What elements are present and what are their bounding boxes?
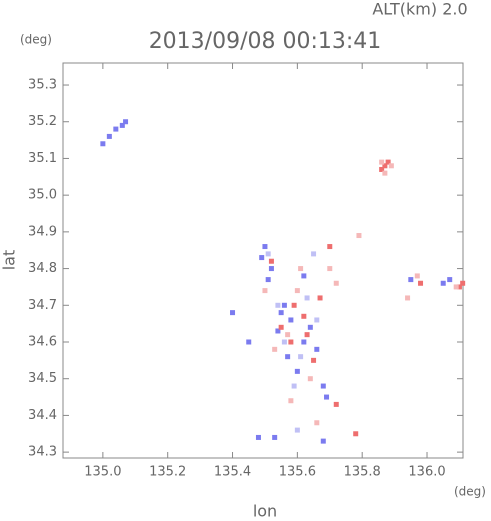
echo-point: [385, 159, 391, 165]
echo-point: [333, 280, 339, 286]
y-tick-label: 34.3: [28, 445, 57, 460]
echo-point: [301, 339, 307, 345]
echo-point: [272, 434, 278, 440]
echo-point: [100, 141, 106, 147]
y-tick-label: 34.8: [28, 261, 57, 276]
echo-point: [320, 438, 326, 444]
echo-point: [285, 354, 291, 360]
echo-point: [353, 431, 359, 437]
echo-point: [106, 133, 112, 139]
x-tick-label: 135.4: [214, 465, 251, 480]
echo-point: [294, 368, 300, 374]
y-tick-label: 34.5: [28, 371, 57, 386]
echo-point: [311, 251, 317, 257]
echo-point: [294, 288, 300, 294]
y-tick-label: 34.4: [28, 408, 57, 423]
echo-point: [418, 280, 424, 286]
echo-point: [327, 244, 333, 250]
echo-point: [288, 317, 294, 323]
chart-title: 2013/09/08 00:13:41: [149, 29, 382, 54]
echo-point: [314, 420, 320, 426]
echo-point: [288, 398, 294, 404]
echo-point: [268, 258, 274, 264]
y-axis-label: lat: [0, 250, 19, 271]
echo-point: [275, 328, 281, 334]
echo-point: [285, 332, 291, 338]
echo-point: [382, 163, 388, 169]
x-unit: (deg): [454, 485, 486, 499]
echo-point: [388, 163, 394, 169]
echo-point: [294, 427, 300, 433]
x-tick-label: 135.2: [149, 465, 186, 480]
echo-point: [314, 317, 320, 323]
x-tick-label: 135.8: [344, 465, 381, 480]
y-tick-label: 34.7: [28, 298, 57, 313]
echo-point: [405, 295, 411, 301]
x-axis-label: lon: [253, 502, 277, 521]
echo-point: [246, 339, 252, 345]
y-unit: (deg): [20, 33, 52, 47]
echo-point: [440, 280, 446, 286]
echo-point: [259, 255, 265, 261]
echo-point: [288, 339, 294, 345]
echo-point: [272, 346, 278, 352]
echo-point: [119, 122, 125, 128]
echo-point: [301, 313, 307, 319]
echo-point: [408, 277, 414, 283]
y-tick-label: 34.9: [28, 224, 57, 239]
echo-point: [327, 266, 333, 272]
echo-point: [317, 295, 323, 301]
echo-point: [324, 394, 330, 400]
echo-point: [379, 159, 385, 165]
echo-point: [453, 284, 459, 290]
x-tick-label: 135.6: [279, 465, 316, 480]
echo-point: [265, 251, 271, 257]
echo-point: [447, 277, 453, 283]
echo-point: [230, 310, 236, 316]
y-tick-label: 35.0: [28, 188, 57, 203]
echo-point: [304, 295, 310, 301]
echo-point: [278, 310, 284, 316]
echo-point: [123, 119, 129, 125]
echo-point: [268, 266, 274, 272]
y-tick-label: 35.1: [28, 151, 57, 166]
echo-point: [278, 324, 284, 330]
echo-point: [265, 277, 271, 283]
echo-point: [301, 273, 307, 279]
x-tick-label: 136.0: [408, 465, 445, 480]
echo-point: [262, 288, 268, 294]
echo-point: [255, 434, 261, 440]
echo-point: [307, 324, 313, 330]
echo-point: [414, 273, 420, 279]
echo-point: [304, 332, 310, 338]
echo-point: [333, 401, 339, 407]
echo-point: [356, 233, 362, 239]
echo-point: [456, 284, 462, 290]
echo-point: [382, 170, 388, 176]
altitude-label: ALT(km) 2.0: [372, 0, 467, 19]
echo-point: [291, 383, 297, 389]
echo-point: [460, 280, 466, 286]
y-tick-label: 34.6: [28, 334, 57, 349]
echo-point: [291, 302, 297, 308]
echo-point: [298, 354, 304, 360]
echo-point: [314, 346, 320, 352]
x-tick-label: 135.0: [84, 465, 121, 480]
echo-point: [298, 266, 304, 272]
y-tick-label: 35.3: [28, 78, 57, 93]
echo-point: [281, 339, 287, 345]
echo-point: [307, 376, 313, 382]
plot-frame: [62, 62, 464, 459]
echo-point: [320, 383, 326, 389]
echo-point: [262, 244, 268, 250]
echo-point: [379, 166, 385, 172]
echo-point: [281, 302, 287, 308]
echo-point: [311, 357, 317, 363]
y-tick-label: 35.2: [28, 114, 57, 129]
echo-point: [113, 126, 119, 132]
echo-point: [275, 302, 281, 308]
